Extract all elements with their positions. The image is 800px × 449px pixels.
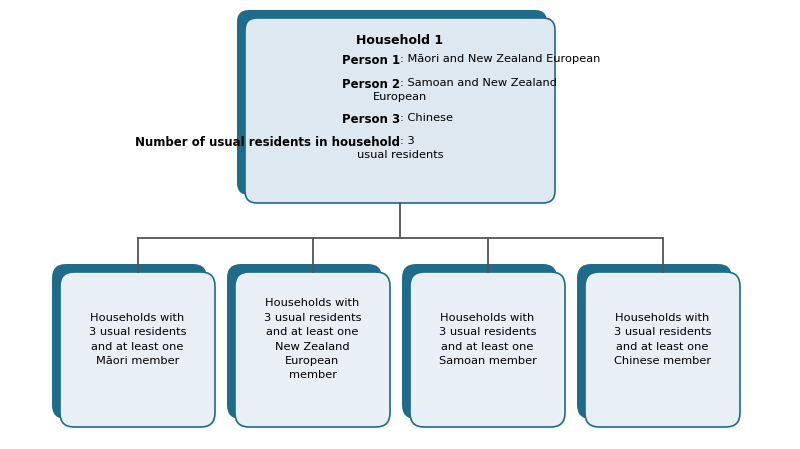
Text: : Māori and New Zealand European: : Māori and New Zealand European [400, 54, 600, 64]
Text: : Samoan and New Zealand: : Samoan and New Zealand [400, 78, 557, 88]
FancyBboxPatch shape [577, 264, 732, 419]
FancyBboxPatch shape [237, 10, 547, 195]
Text: Households with
3 usual residents
and at least one
Māori member: Households with 3 usual residents and at… [89, 313, 186, 366]
Text: : Chinese: : Chinese [400, 113, 453, 123]
FancyBboxPatch shape [402, 264, 557, 419]
FancyBboxPatch shape [60, 272, 215, 427]
Text: usual residents: usual residents [357, 150, 443, 160]
FancyBboxPatch shape [227, 264, 382, 419]
FancyBboxPatch shape [52, 264, 207, 419]
Text: Person 2: Person 2 [342, 78, 400, 91]
Text: Number of usual residents in household: Number of usual residents in household [135, 136, 400, 149]
FancyBboxPatch shape [585, 272, 740, 427]
Text: Household 1: Household 1 [357, 34, 443, 47]
Text: : 3: : 3 [400, 136, 414, 146]
Text: Households with
3 usual residents
and at least one
New Zealand
European
member: Households with 3 usual residents and at… [264, 299, 362, 380]
Text: Households with
3 usual residents
and at least one
Chinese member: Households with 3 usual residents and at… [614, 313, 711, 366]
Text: Households with
3 usual residents
and at least one
Samoan member: Households with 3 usual residents and at… [438, 313, 537, 366]
FancyBboxPatch shape [235, 272, 390, 427]
Text: Person 1: Person 1 [342, 54, 400, 67]
Text: Person 3: Person 3 [342, 113, 400, 126]
Text: European: European [373, 92, 427, 102]
FancyBboxPatch shape [410, 272, 565, 427]
FancyBboxPatch shape [245, 18, 555, 203]
